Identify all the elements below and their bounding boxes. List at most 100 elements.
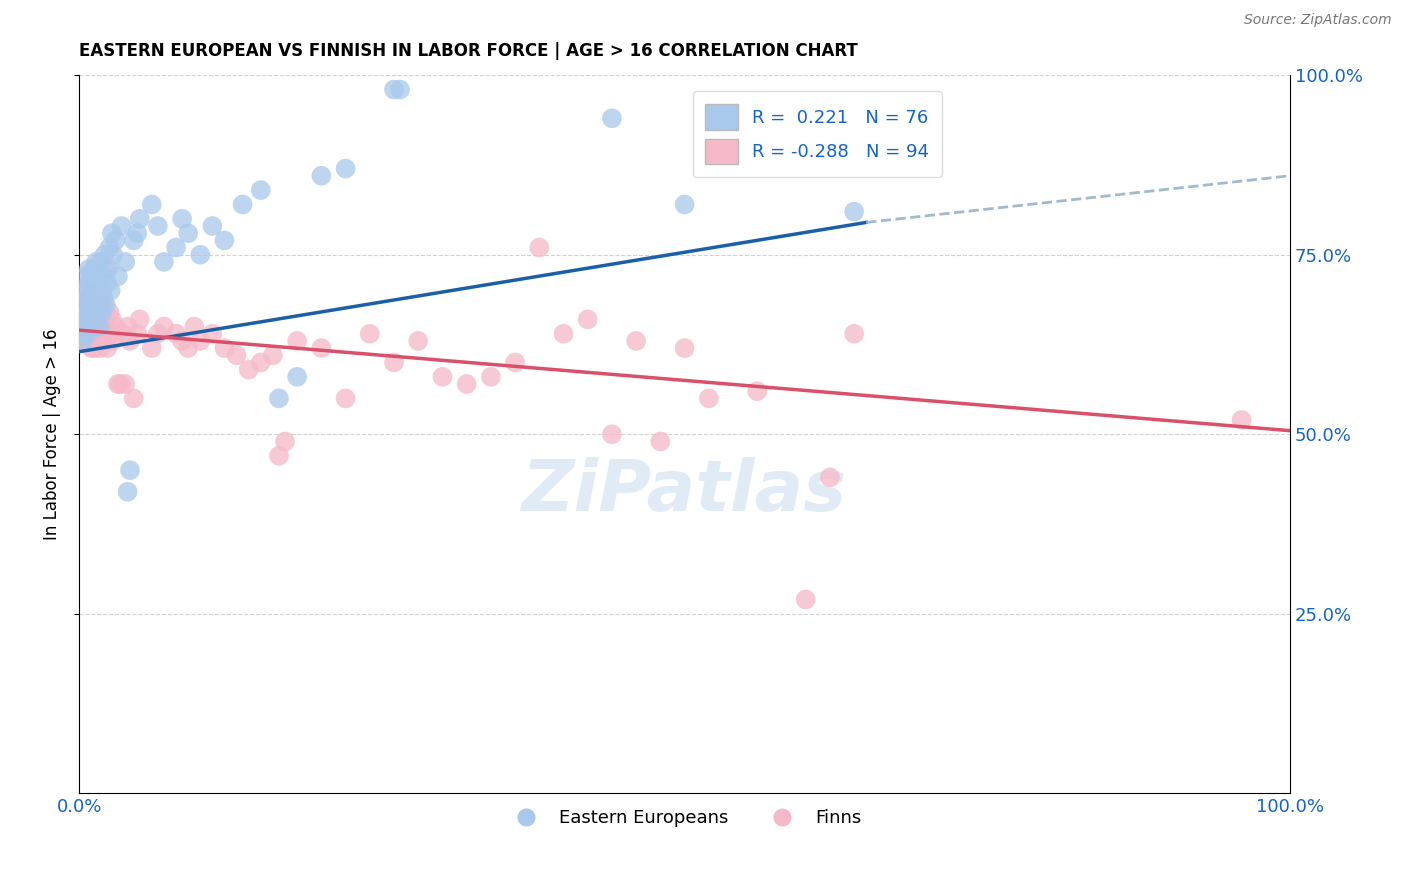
Point (89, 341, 111, 355)
Point (80, 312, 103, 326)
Point (96, 277, 118, 291)
Point (118, 334, 141, 348)
Point (104, 319, 127, 334)
Point (91, 312, 114, 326)
Legend: Eastern Europeans, Finns: Eastern Europeans, Finns (501, 802, 869, 835)
Point (76, 305, 98, 319)
Point (794, 592, 817, 607)
Point (75, 319, 97, 334)
Point (94, 334, 117, 348)
Point (91, 284, 114, 298)
Point (100, 326, 122, 341)
Point (188, 248, 211, 262)
Point (77, 262, 100, 277)
Point (73, 298, 96, 312)
Point (117, 484, 139, 499)
Point (79, 305, 101, 319)
Point (75, 284, 97, 298)
Point (389, 82, 412, 96)
Point (87, 291, 110, 305)
Point (249, 355, 271, 369)
Point (75, 269, 97, 284)
Point (93, 312, 115, 326)
Point (503, 355, 526, 369)
Text: EASTERN EUROPEAN VS FINNISH IN LABOR FORCE | AGE > 16 CORRELATION CHART: EASTERN EUROPEAN VS FINNISH IN LABOR FOR… (79, 42, 858, 60)
Point (83, 319, 105, 334)
Point (83, 319, 105, 334)
Point (177, 341, 200, 355)
Point (529, 241, 551, 255)
Point (100, 284, 122, 298)
Point (406, 334, 429, 348)
Point (118, 463, 141, 477)
Point (311, 169, 333, 183)
Point (73, 312, 96, 326)
Point (75, 298, 97, 312)
Point (127, 326, 149, 341)
Point (110, 377, 132, 392)
Point (335, 392, 357, 406)
Point (90, 305, 112, 319)
Point (107, 269, 129, 284)
Point (94, 298, 117, 312)
Point (104, 233, 127, 247)
Point (107, 377, 129, 392)
Y-axis label: In Labor Force | Age > 16: In Labor Force | Age > 16 (44, 328, 60, 540)
Point (90, 298, 112, 312)
Point (84, 298, 107, 312)
Point (110, 219, 132, 233)
Point (80, 341, 103, 355)
Point (73, 334, 96, 348)
Point (98, 305, 121, 319)
Point (842, 326, 865, 341)
Point (87, 269, 110, 284)
Point (75, 334, 97, 348)
Point (76, 326, 98, 341)
Point (84, 277, 107, 291)
Point (80, 319, 103, 334)
Point (267, 392, 290, 406)
Point (101, 226, 124, 240)
Point (479, 369, 502, 384)
Point (84, 334, 107, 348)
Point (214, 233, 236, 247)
Point (75, 326, 97, 341)
Point (146, 326, 169, 341)
Point (77, 277, 100, 291)
Point (214, 341, 236, 355)
Point (165, 326, 187, 341)
Point (91, 334, 114, 348)
Point (101, 248, 124, 262)
Point (77, 334, 100, 348)
Point (141, 341, 163, 355)
Point (77, 291, 100, 305)
Point (86, 298, 108, 312)
Point (576, 312, 599, 326)
Point (673, 341, 696, 355)
Point (83, 262, 105, 277)
Point (285, 369, 308, 384)
Point (232, 197, 254, 211)
Point (238, 362, 260, 376)
Point (75, 312, 97, 326)
Point (86, 284, 108, 298)
Point (122, 392, 145, 406)
Point (432, 369, 454, 384)
Point (335, 161, 357, 176)
Point (80, 291, 103, 305)
Point (86, 326, 108, 341)
Point (153, 319, 176, 334)
Point (128, 211, 150, 226)
Text: ZiPatlas: ZiPatlas (522, 458, 848, 526)
Point (84, 255, 107, 269)
Point (600, 427, 623, 442)
Point (359, 326, 381, 341)
Point (72, 334, 94, 348)
Point (76, 291, 98, 305)
Point (650, 434, 672, 449)
Point (285, 334, 308, 348)
Point (98, 241, 121, 255)
Point (84, 312, 107, 326)
Point (262, 348, 284, 362)
Point (75, 305, 97, 319)
